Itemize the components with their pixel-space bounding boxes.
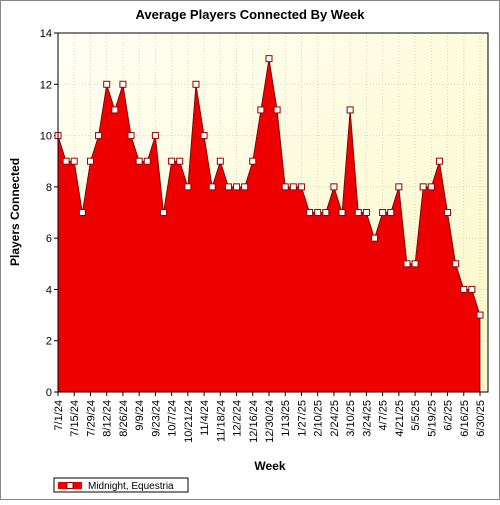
y-tick-label: 0 [46,387,52,399]
marker [314,209,322,216]
marker [86,157,94,165]
marker [338,209,346,216]
marker [241,183,249,191]
marker [216,157,224,165]
y-tick-label: 8 [46,182,52,194]
marker [444,209,452,216]
marker [249,157,257,165]
marker [362,209,370,216]
x-tick-label: 4/21/25 [394,400,406,437]
x-tick-label: 7/15/24 [69,400,81,437]
marker [403,260,411,268]
marker [168,157,176,165]
x-tick-label: 1/13/25 [280,400,292,437]
area [57,58,481,393]
marker [452,260,460,268]
marker [127,132,135,140]
y-tick-label: 14 [40,28,52,40]
marker [297,183,305,191]
marker [354,209,362,216]
marker [322,209,330,216]
marker [70,157,78,165]
marker [346,106,354,114]
x-tick-label: 12/16/24 [248,400,260,443]
marker [151,132,159,140]
marker [111,106,119,114]
x-tick-label: 6/16/25 [459,400,471,437]
legend: Midnight, Equestria [53,477,189,493]
marker [476,311,484,319]
marker [200,132,208,140]
marker [184,183,192,191]
marker [435,157,443,165]
marker [411,260,419,268]
y-tick-label: 2 [46,336,52,348]
marker [281,183,289,191]
marker [192,80,200,88]
x-tick-label: 2/24/25 [329,400,341,437]
marker [371,234,378,242]
marker [306,209,314,216]
marker [387,209,395,216]
plot-border [57,32,489,393]
x-tick-label: 5/5/25 [410,400,422,431]
marker [330,183,338,191]
x-tick-label: 12/2/24 [232,400,244,437]
marker [265,55,273,63]
x-tick-label: 1/27/25 [296,400,308,437]
chart-title: Average Players Connected By Week [135,7,365,22]
marker [257,106,265,114]
marker [78,209,86,216]
marker [103,80,111,88]
x-tick-label: 7/1/24 [53,400,65,431]
x-axis-title: Week [254,459,285,473]
x-tick-label: 8/26/24 [118,400,130,437]
x-tick-label: 7/29/24 [85,400,97,437]
marker [395,183,403,191]
x-tick-label: 5/19/25 [426,400,438,437]
x-tick-label: 6/30/25 [475,400,487,437]
x-tick-label: 6/2/25 [443,400,455,431]
marker [273,106,281,114]
x-tick-label: 11/18/24 [215,400,227,442]
legend-marker [66,482,74,489]
marker [176,157,184,165]
marker [135,157,143,165]
x-tick-label: 4/7/25 [378,400,390,431]
x-tick-label: 9/23/24 [150,400,162,437]
marker [468,285,476,293]
x-tick-label: 11/4/24 [199,400,211,436]
y-tick-label: 6 [46,233,52,245]
x-tick-label: 3/24/25 [361,400,373,437]
y-tick-label: 12 [40,79,52,91]
marker [419,183,427,191]
marker [233,183,241,191]
x-tick-label: 10/7/24 [167,400,179,437]
x-tick-label: 9/9/24 [134,400,146,431]
marker [289,183,297,191]
legend-box [53,477,189,493]
marker [62,157,70,165]
y-tick-label: 10 [40,131,52,143]
x-tick-label: 8/12/24 [102,400,114,437]
marker [119,80,127,88]
legend-label: Midnight, Equestria [88,481,174,492]
marker [460,285,468,293]
marker [208,183,216,191]
marker [143,157,151,165]
marker [95,132,103,140]
marker [224,183,232,191]
x-tick-label: 2/10/25 [313,400,325,437]
x-tick-label: 3/10/25 [345,400,357,437]
marker [379,209,387,216]
y-axis-title: Players Connected [8,158,22,266]
x-tick-label: 10/21/24 [183,400,195,443]
x-tick-label: 12/30/24 [264,400,276,443]
marker [427,183,435,191]
marker [160,209,167,216]
y-tick-label: 4 [46,284,52,296]
